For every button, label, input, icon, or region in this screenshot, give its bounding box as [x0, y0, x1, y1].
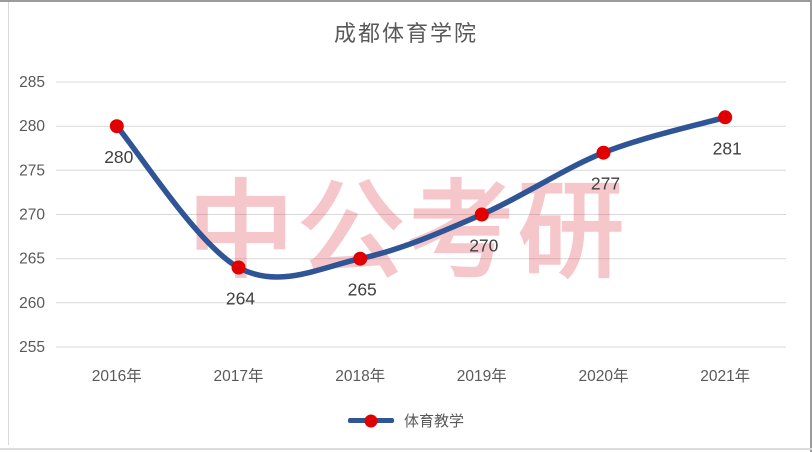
watermark-text: 中公考研 — [188, 173, 628, 291]
data-point-marker — [596, 145, 611, 160]
legend: 体育教学 — [0, 410, 812, 431]
y-axis-tick-label: 260 — [19, 295, 45, 312]
data-point-marker — [109, 119, 124, 134]
x-axis-tick-label: 2018年 — [335, 367, 385, 385]
x-axis-tick-label: 2017年 — [214, 367, 264, 385]
y-axis-tick-label: 270 — [19, 207, 45, 224]
y-axis-tick-label: 265 — [19, 251, 45, 268]
x-axis-tick-label: 2020年 — [579, 367, 629, 385]
data-point-label: 270 — [469, 236, 498, 256]
data-point-marker — [718, 110, 733, 125]
data-point-marker — [231, 260, 246, 275]
data-point-label: 277 — [591, 174, 620, 194]
legend-label: 体育教学 — [403, 413, 464, 430]
x-axis-tick-label: 2019年 — [457, 367, 507, 385]
y-axis-tick-label: 275 — [19, 162, 45, 179]
data-point-marker — [353, 251, 368, 266]
data-point-marker — [474, 207, 489, 222]
series-line — [114, 114, 728, 280]
chart-title: 成都体育学院 — [333, 21, 478, 46]
data-point-label: 281 — [713, 138, 742, 158]
y-axis-tick-label: 255 — [19, 339, 45, 356]
chart-frame-left-border — [8, 2, 9, 445]
x-axis-tick-label: 2016年 — [92, 367, 142, 385]
data-point-label: 280 — [104, 147, 133, 167]
data-point-label: 264 — [226, 289, 255, 309]
window-right-edge — [810, 0, 812, 452]
x-axis-tick-label: 2021年 — [700, 367, 750, 385]
window-top-edge — [0, 0, 812, 2]
y-axis-tick-label: 280 — [19, 118, 45, 135]
legend-line-marker-icon — [347, 414, 394, 427]
chart-frame-bottom-border — [0, 448, 812, 450]
legend-marker-dot-icon — [364, 414, 378, 427]
y-axis-tick-label: 285 — [19, 74, 45, 91]
data-point-label: 265 — [348, 280, 377, 300]
